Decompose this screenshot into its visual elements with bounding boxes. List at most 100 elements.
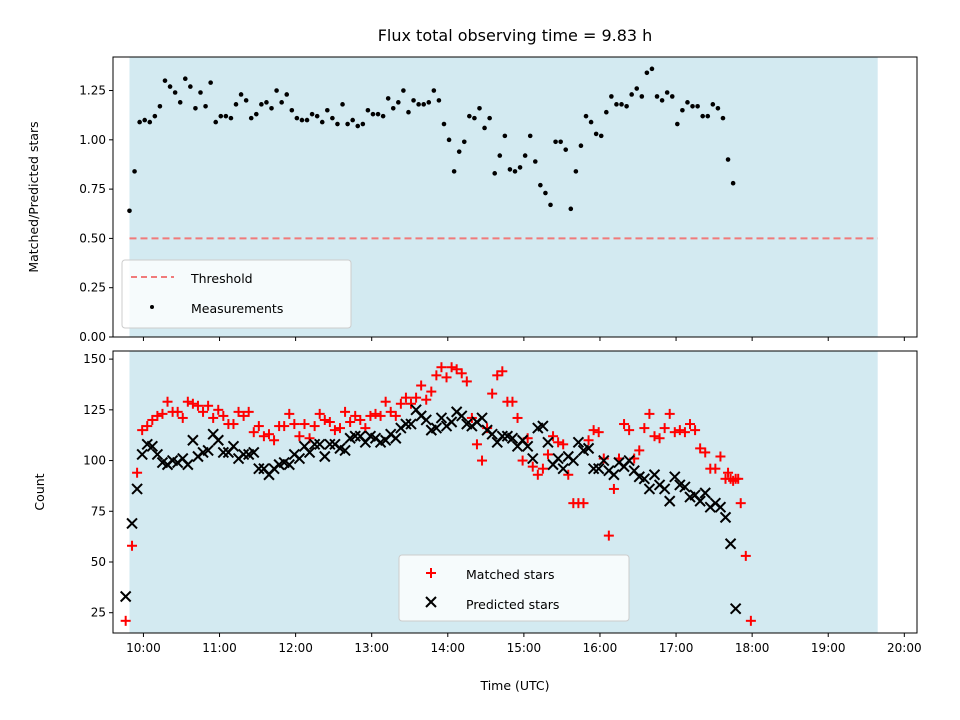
predicted-star-point: [572, 436, 585, 449]
measurement-point: [527, 133, 533, 139]
matched-star-point: [492, 370, 503, 381]
predicted-star-point: [521, 440, 534, 453]
measurement-point: [335, 121, 340, 127]
ratio-y-tick-label: 0.75: [79, 182, 106, 196]
chart-title: Flux total observing time = 9.83 h: [378, 26, 653, 45]
measurement-point: [167, 84, 173, 89]
matched-star-point: [639, 423, 650, 434]
measurement-point: [517, 165, 523, 170]
predicted-star-point: [151, 448, 164, 461]
matched-star-point: [446, 362, 457, 373]
measurement-point: [710, 102, 716, 107]
matched-star-point: [588, 425, 599, 436]
predicted-star-point: [587, 462, 600, 475]
predicted-star-point: [420, 414, 432, 426]
measurement-point: [152, 113, 158, 119]
measurement-point: [639, 94, 645, 99]
measurement-point: [238, 92, 244, 97]
count-x-tick-label: 10:00: [126, 641, 161, 655]
matched-star-point: [426, 386, 437, 397]
matched-star-point: [548, 431, 559, 442]
x-axis-label: Time (UTC): [479, 678, 549, 693]
count-legend-box: [398, 554, 630, 622]
predicted-star-point: [126, 517, 138, 530]
matched-star-point: [421, 394, 432, 405]
matched-star-point: [634, 445, 645, 456]
measurement-point: [345, 121, 350, 127]
measurement-point: [416, 102, 421, 107]
measurement-point: [558, 139, 563, 145]
threshold-legend-label: Threshold: [190, 271, 253, 286]
measurement-point: [522, 153, 528, 158]
ratio-y-axis-label: Matched/Predicted stars: [26, 121, 41, 272]
measurement-point: [573, 169, 579, 174]
measurements-legend-swatch: [150, 305, 154, 309]
measurement-point: [451, 169, 457, 174]
predicted-star-point: [729, 602, 742, 615]
measurement-point: [502, 133, 508, 139]
measurement-point: [360, 121, 366, 127]
measurement-point: [461, 139, 467, 145]
measurement-point: [583, 113, 589, 119]
matched-star-point: [213, 404, 224, 415]
measurement-point: [568, 206, 574, 212]
measurement-point: [401, 88, 406, 93]
predicted-star-point: [719, 511, 732, 524]
matched-star-point: [375, 410, 386, 421]
measurement-point: [309, 111, 315, 117]
measurement-point: [598, 133, 604, 139]
matched-star-point: [177, 412, 188, 423]
matched-star-point: [187, 398, 198, 409]
predicted-star-point: [506, 432, 519, 444]
measurement-point: [624, 103, 629, 109]
predicted-star-point: [430, 422, 443, 434]
measurement-point: [370, 111, 376, 117]
matched-star-point: [578, 498, 589, 509]
predicted-star-point: [212, 434, 224, 446]
matched-legend-label: Matched stars: [466, 567, 554, 582]
measurement-point: [274, 88, 279, 93]
matched-star-point: [279, 421, 290, 432]
predicted-star-point: [658, 483, 671, 495]
matched-star-point: [334, 423, 345, 434]
matched-star-point: [263, 429, 274, 440]
matched-star-point: [162, 396, 173, 407]
count-x-tick-label: 12:00: [278, 641, 313, 655]
count-legend: Matched stars Predicted stars: [398, 554, 630, 622]
measurement-point: [532, 159, 538, 164]
count-axes-frame: [112, 350, 918, 634]
predicted-star-point: [248, 446, 260, 459]
matched-star-point: [132, 467, 143, 478]
predicted-star-point: [648, 469, 661, 481]
count-x-tick-label: 18:00: [735, 641, 770, 655]
matched-star-point: [203, 400, 214, 411]
matched-star-point: [309, 421, 320, 432]
matched-star-point: [451, 364, 462, 375]
predicted-star-point: [552, 452, 564, 465]
matched-star-point: [324, 417, 335, 428]
measurement-point: [198, 90, 203, 95]
predicted-star-point: [643, 483, 656, 495]
matched-star-point: [517, 455, 528, 466]
measurement-point: [730, 180, 736, 186]
measurement-point: [456, 149, 462, 154]
matched-star-point: [619, 419, 630, 430]
matched-star-point: [461, 376, 472, 387]
measurement-point: [284, 92, 290, 97]
count-x-tick-label: 17:00: [659, 641, 694, 655]
measurement-point: [228, 115, 234, 121]
predicted-star-point: [714, 501, 727, 513]
measurement-point: [299, 117, 305, 123]
matched-star-point: [654, 433, 665, 444]
measurement-point: [588, 119, 594, 125]
count-y-tick-label: 125: [83, 403, 106, 417]
predicted-star-point: [623, 454, 635, 467]
measurement-point: [654, 94, 660, 99]
measurement-point: [720, 115, 726, 121]
measurement-point: [472, 115, 477, 121]
predicted-star-point: [638, 473, 651, 485]
matched-star-point: [299, 419, 310, 430]
predicted-star-point: [608, 469, 620, 481]
matched-star-point: [679, 427, 690, 438]
matched-star-point: [198, 406, 209, 417]
